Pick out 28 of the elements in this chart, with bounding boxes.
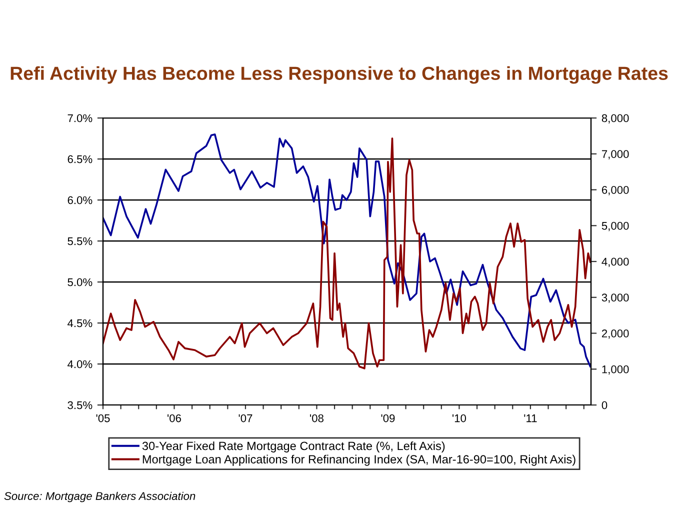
y-tick-label: 6.5% [68,155,92,164]
y2-tick-label: 0 [602,401,608,410]
legend-label: Mortgage Loan Applications for Refinancing Index (SA, Mar-16-90=100, Right Axis) [142,454,576,466]
chart-title: Refi Activity Has Become Less Responsive to Changes in Mortgage Rates [10,66,668,84]
y-tick-label: 6.0% [68,196,92,204]
x-tick-label: '05 [96,414,110,422]
legend-label: 30-Year Fixed Rate Mortgage Contract Rate (%, Left Axis) [142,441,445,452]
x-tick-label: '10 [452,414,466,422]
x-tick-label: '11 [524,414,537,422]
y2-tick-label: 5,000 [602,222,629,232]
y2-tick-label: 6,000 [602,186,629,196]
y-tick-label: 4.0% [68,360,92,368]
y-tick-label: 4.5% [68,319,92,328]
y-tick-label: 5.5% [68,237,92,246]
x-tick-label: '07 [238,414,252,422]
source-note: Source: Mortgage Bankers Association [4,492,196,502]
x-tick-label: '09 [381,414,395,422]
y2-tick-label: 2,000 [602,330,629,339]
y-tick-label: 7.0% [68,114,92,122]
y2-tick-label: 3,000 [602,294,629,303]
y2-tick-label: 1,000 [602,365,629,375]
x-tick-label: '06 [168,414,181,422]
y2-tick-label: 8,000 [602,114,629,124]
y2-tick-label: 7,000 [602,150,629,160]
y2-tick-label: 4,000 [602,258,629,267]
y-tick-label: 5.0% [68,278,92,286]
y-tick-label: 3.5% [68,401,92,410]
x-tick-label: '08 [310,414,324,422]
